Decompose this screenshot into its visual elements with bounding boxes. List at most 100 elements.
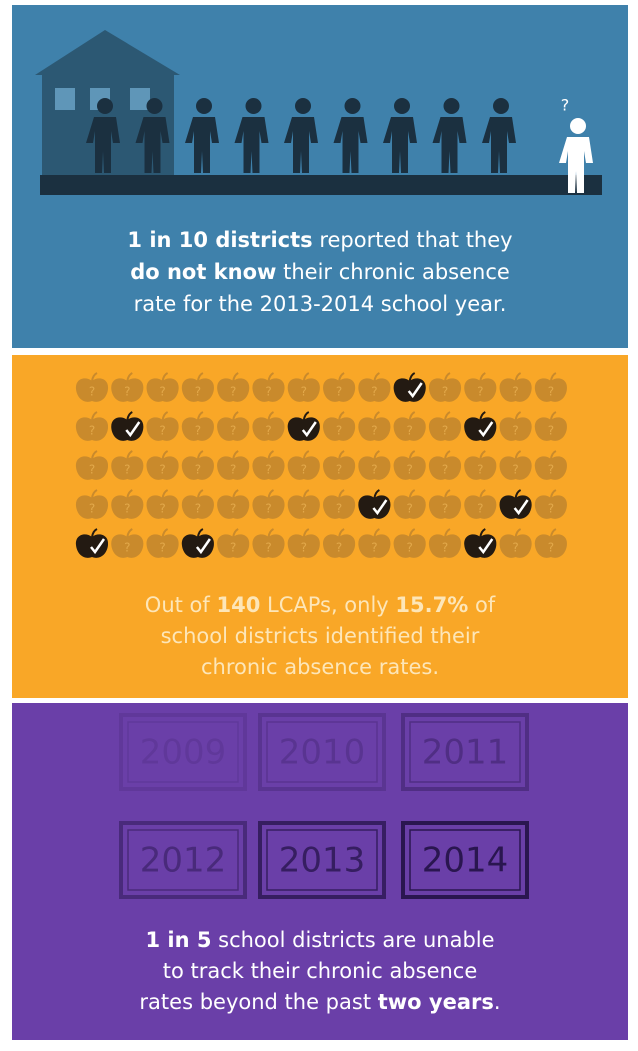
student [333,98,368,173]
apple-mark: ? [371,424,377,438]
apple-body [111,417,144,441]
apple-stem [232,450,239,460]
apple: ? [393,528,426,558]
apple: ? [428,489,462,519]
apple-body [323,534,356,558]
apple-mark: ? [301,541,307,555]
apple: ? [393,411,426,441]
apple-mark: ? [512,424,518,438]
apple: ? [146,489,179,519]
caption-line: 1 in 5 school districts are unable [145,928,494,952]
apple-body [111,534,144,558]
apple-body [464,378,497,402]
apple: ? [358,450,391,480]
apple: ? [323,489,356,519]
apple: ? [323,372,356,402]
apple-stem [444,372,451,382]
apple: ? [393,489,426,519]
apple-mark: ? [301,385,307,399]
apple-stem [408,450,416,460]
apple: ? [358,372,391,402]
apple-stem [444,450,451,460]
apple-mark: ? [442,541,448,555]
apple-stem [408,372,416,382]
apple-body [287,378,320,402]
caption-run: 1 in 10 districts [127,228,312,252]
caption-line: 1 in 10 districts reported that they [127,228,512,252]
apple-stem [232,528,239,538]
apple-mark: ? [407,463,413,477]
student [234,98,269,173]
apple-mark: ? [195,502,201,516]
caption-run: 1 in 5 [145,928,211,952]
apple-body [146,378,179,402]
apple: ? [75,489,109,519]
plaque-frame [401,821,529,899]
apple-mark: ? [301,463,307,477]
head [394,98,410,114]
apple-stem [479,450,486,460]
apple: ? [534,372,567,402]
apple-body [323,378,356,402]
apple-stem [267,450,275,460]
caption-run: their chronic absence [276,260,509,284]
apple: ? [323,411,356,441]
apple-stem [514,489,522,499]
apple-stem [91,411,98,421]
apple-mark: ? [124,541,130,555]
apple-mark: ? [159,424,165,438]
body [135,117,170,173]
body [234,117,269,173]
apple-mark: ? [124,385,130,399]
apple-stem [232,489,239,499]
apple: ? [217,528,250,558]
apple-mark: ? [477,502,483,516]
apple-body [252,417,285,441]
apple-stem [479,372,486,382]
apple-mark: ? [548,385,554,399]
apple-stem [196,411,204,421]
apple-body [323,495,356,519]
apple-stem [232,372,239,382]
apple-body [146,417,179,441]
year-label: 2014 [422,841,509,881]
apple: ? [75,372,109,402]
apple-mark: ? [159,385,165,399]
apple-body [252,456,285,480]
apple-checked [287,411,320,441]
apple-stem [161,450,169,460]
student [86,98,120,173]
apple-body [146,456,179,480]
apple-stem [549,528,557,538]
apple-stem [267,528,275,538]
head [570,118,586,134]
apple-body [428,495,462,519]
caption-run: 140 [216,593,260,617]
caption-line: rates beyond the past two years. [139,990,500,1014]
check [372,499,388,516]
year-label: 2012 [140,841,227,881]
year-label: 2011 [422,733,509,773]
plaque-frame [119,821,247,899]
caption-run: to track their chronic absence [163,959,478,983]
apple-mark: ? [548,424,554,438]
apple: ? [146,528,179,558]
plaque-frame [258,821,386,899]
check [478,421,494,438]
apple-body [181,456,214,480]
apple-stem [549,489,557,499]
student [482,98,516,173]
caption-run: rate for the 2013-2014 school year. [134,292,507,316]
apple-stem [161,489,169,499]
apple-stem [373,489,380,499]
apple-checked [75,528,109,558]
apple-mark: ? [230,463,236,477]
apple-stem [91,372,98,382]
apple-body [217,378,250,402]
apple-mark: ? [124,463,130,477]
year-plaque: 2014 [401,821,529,899]
apple-mark: ? [159,463,165,477]
apple-mark: ? [548,463,554,477]
apple-stem [302,411,310,421]
year-label: 2013 [279,841,366,881]
